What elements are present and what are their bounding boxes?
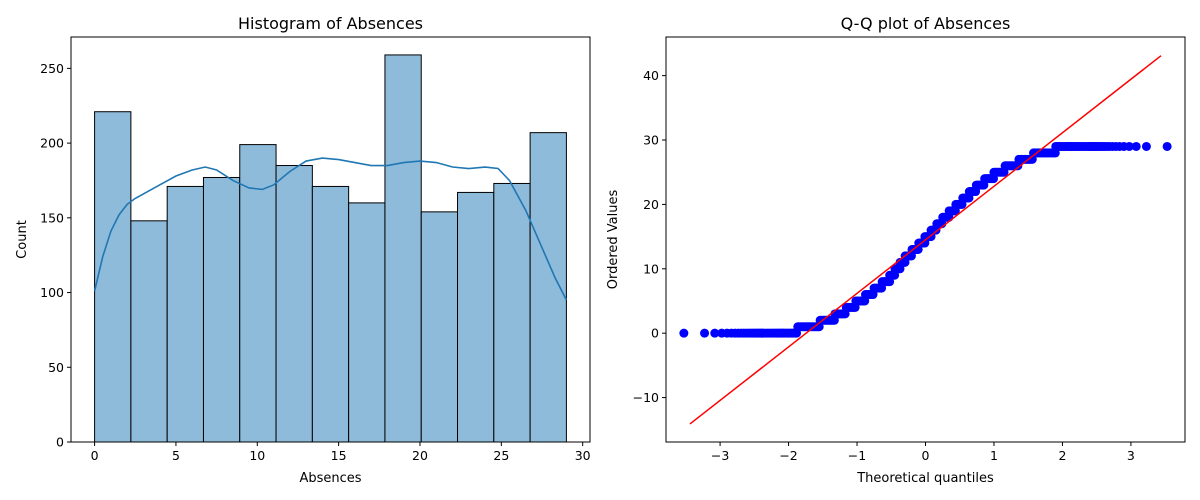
- kde-curve: [93, 157, 568, 301]
- x-tick-label: 25: [493, 448, 509, 463]
- x-tick-label: 30: [575, 448, 591, 463]
- y-tick-label: 40: [643, 68, 659, 83]
- histogram-bar: [348, 202, 386, 443]
- y-tick-label: 150: [40, 210, 64, 225]
- y-tick-label: 0: [56, 435, 64, 450]
- histogram-title: Histogram of Absences: [238, 14, 423, 33]
- y-tick-label: 30: [643, 133, 659, 148]
- histogram-bar: [311, 185, 350, 443]
- x-tick-label: −3: [711, 448, 729, 463]
- qq-x-label: Theoretical quantiles: [856, 471, 994, 486]
- x-tick-label: 10: [249, 448, 265, 463]
- qq-point: [1162, 141, 1172, 151]
- histogram-bar: [457, 191, 495, 443]
- x-tick-label: −2: [779, 448, 797, 463]
- histogram-bar: [275, 165, 313, 443]
- qq-point: [1124, 141, 1134, 151]
- histogram-x-ticks: 0 5 10 15 20 25 30: [91, 442, 591, 463]
- histogram-panel: Histogram of Absences 0 5 10 15 20 25 30 0 50 10…: [15, 14, 591, 486]
- histogram-bar: [202, 176, 241, 443]
- qq-y-ticks: −10 0 10 20 30 40: [633, 68, 666, 405]
- qq-axes-frame: [665, 36, 1186, 443]
- histogram-bar: [384, 54, 422, 443]
- qq-x-ticks: −3 −2 −1 0 1 2 3: [711, 442, 1135, 463]
- x-tick-label: 1: [990, 448, 998, 463]
- histogram-bar: [493, 182, 531, 443]
- histogram-bar: [94, 111, 132, 443]
- x-tick-label: −1: [848, 448, 866, 463]
- qq-point: [1141, 141, 1151, 151]
- x-tick-label: 5: [172, 448, 180, 463]
- y-tick-label: 200: [40, 136, 64, 151]
- qq-plot-panel: Q-Q plot of Absences −3 −2 −1 0 1 2 3 −1001020…: [606, 14, 1186, 486]
- y-tick-label: −10: [633, 390, 659, 405]
- histogram-bar: [166, 185, 204, 443]
- x-tick-label: 20: [412, 448, 428, 463]
- histogram-y-label: Count: [15, 220, 30, 259]
- qq-point: [710, 328, 720, 338]
- y-tick-label: 10: [643, 261, 659, 276]
- x-tick-label: 2: [1058, 448, 1066, 463]
- y-tick-label: 100: [40, 285, 64, 300]
- y-tick-label: 20: [643, 197, 659, 212]
- qq-point: [1131, 141, 1141, 151]
- y-tick-label: 0: [651, 326, 659, 341]
- histogram-axes-frame: [70, 36, 591, 443]
- qq-point: [700, 328, 710, 338]
- histogram-bar: [130, 220, 168, 443]
- qq-y-label: Ordered Values: [606, 190, 621, 290]
- x-tick-label: 15: [331, 448, 347, 463]
- x-tick-label: 0: [922, 448, 930, 463]
- histogram-bar: [239, 144, 277, 443]
- histogram-y-ticks: 0 50 100 150 200 250: [40, 61, 71, 450]
- histogram-bars: [94, 54, 567, 443]
- histogram-x-label: Absences: [299, 471, 361, 486]
- qq-title: Q-Q plot of Absences: [841, 14, 1011, 33]
- histogram-bar: [420, 211, 459, 443]
- histogram-bar: [529, 132, 567, 443]
- y-tick-label: 50: [48, 360, 64, 375]
- x-tick-label: 3: [1127, 448, 1135, 463]
- qq-fit-line: [689, 55, 1162, 425]
- qq-point: [679, 328, 689, 338]
- x-tick-label: 0: [91, 448, 99, 463]
- y-tick-label: 250: [40, 61, 64, 76]
